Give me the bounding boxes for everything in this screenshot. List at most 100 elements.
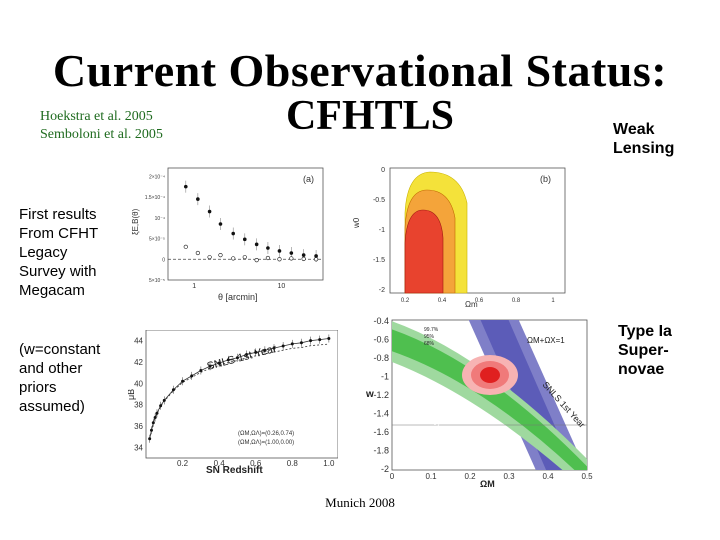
chart-c-point bbox=[245, 353, 249, 357]
chart-b-xlabel: Ωm bbox=[465, 300, 478, 308]
chart-d-y-tick-label: -1.2 bbox=[373, 390, 389, 400]
chart-c-point bbox=[151, 421, 155, 425]
chart-a-e-point bbox=[301, 253, 306, 257]
chart-b-x-ticks: 0.2 0.4 0.6 0.8 1 bbox=[401, 298, 556, 304]
chart-d-level-68: 68% bbox=[424, 341, 435, 347]
chart-a-e-point bbox=[314, 254, 318, 258]
chart-c-legend-1: (ΩM,ΩΛ)=(0.26,0.74) bbox=[238, 431, 294, 437]
chart-c-y-tick-label: 40 bbox=[134, 379, 143, 388]
chart-c-point bbox=[290, 342, 294, 346]
label-weak-lensing: Weak Lensing bbox=[613, 120, 674, 158]
left-text-line: Legacy bbox=[19, 244, 68, 261]
chart-d-x-tick-label: 0.1 bbox=[425, 472, 437, 481]
chart-c-point bbox=[217, 361, 221, 365]
chart-d-x-tick-label: 0 bbox=[390, 472, 395, 481]
chart-a-panel-label: (a) bbox=[303, 174, 314, 184]
chart-c-y-tick-label: 42 bbox=[134, 358, 143, 367]
chart-a-e-point bbox=[277, 249, 282, 253]
chart-c-y-tick-label: 44 bbox=[134, 337, 143, 346]
chart-d-y-ticks: -0.4 -0.6 -0.8 -1 -1.2 -1.4 -1.6 -1.8 -2 bbox=[373, 316, 389, 474]
chart-d-x-ticks: 0 0.1 0.2 0.3 0.4 0.5 bbox=[390, 472, 593, 481]
chart-c-ylabel: μB bbox=[128, 389, 136, 400]
chart-a-x-tick-label: 10 bbox=[278, 283, 286, 290]
chart-d-y-tick-label: -1.8 bbox=[373, 446, 389, 456]
chart-c-x-tick-label: 0.6 bbox=[250, 459, 262, 468]
chart-c-y-ticks: 34 36 38 40 42 44 bbox=[134, 337, 143, 453]
left-text-line: From CFHT bbox=[19, 225, 99, 242]
chart-d-x-tick-label: 0.3 bbox=[503, 472, 515, 481]
chart-c-point bbox=[299, 341, 303, 345]
chart-d-level-95: 95% bbox=[424, 334, 435, 340]
chart-omega-w0-contours: (b) 0 -0.5 -1 -1.5 -2 0.2 0.4 0.6 0.8 1 Ωm w0 bbox=[345, 158, 575, 308]
chart-b-y-tick-label: 0 bbox=[381, 167, 385, 174]
chart-a-b-point bbox=[242, 255, 247, 260]
chart-c-point bbox=[281, 344, 285, 348]
chart-a-x-ticks: 1 10 bbox=[192, 283, 285, 290]
chart-c-point bbox=[148, 437, 152, 441]
chart-a-e-point bbox=[183, 184, 188, 189]
chart-d-xlabel: ΩM bbox=[480, 479, 495, 489]
chart-c-point bbox=[181, 379, 185, 383]
chart-c-legend-2: (ΩM,ΩΛ)=(1.00,0.00) bbox=[238, 440, 294, 446]
chart-shear-correlation: (a) 5×10⁻⁵05×10⁻⁵10⁻⁴1.5×10⁻⁴2×10⁻⁴ 1 10 … bbox=[128, 160, 328, 305]
label-super: Super- bbox=[618, 342, 669, 359]
chart-c-point bbox=[318, 338, 322, 342]
left-text-block-1: First results From CFHT Legacy Survey wi… bbox=[19, 205, 129, 300]
chart-d-flat-label: ΩM+ΩX=1 bbox=[527, 336, 565, 345]
chart-d-x-tick-label: 0.2 bbox=[464, 472, 476, 481]
chart-a-y-tick-label: 0 bbox=[162, 257, 165, 263]
chart-a-b-point bbox=[231, 256, 236, 261]
chart-b-x-tick-label: 0.4 bbox=[438, 298, 447, 304]
left-text-line: (w=constant bbox=[19, 341, 101, 358]
chart-b-y-tick-label: -1 bbox=[379, 227, 385, 234]
title-line-2: CFHTLS bbox=[285, 93, 455, 139]
chart-a-e-point bbox=[207, 209, 212, 214]
chart-b-y-tick-label: -0.5 bbox=[373, 197, 385, 204]
chart-c-point bbox=[226, 358, 230, 362]
chart-a-b-point bbox=[183, 244, 188, 249]
chart-c-x-ticks: 0.2 0.4 0.6 0.8 1.0 bbox=[177, 459, 335, 468]
chart-b-panel-label: (b) bbox=[540, 174, 551, 184]
chart-a-e-point bbox=[266, 246, 270, 250]
chart-c-points bbox=[148, 334, 331, 443]
chart-a-y-ticks: 5×10⁻⁵ 0 5×10⁻⁵ 10⁻⁴ 1.5×10⁻⁴ 2×10⁻⁴ bbox=[145, 174, 165, 284]
chart-a-b-point bbox=[301, 256, 306, 261]
chart-c-y-tick-label: 34 bbox=[134, 443, 143, 452]
chart-d-ylabel: w bbox=[365, 389, 374, 400]
title-line-1: Current Observational Status: bbox=[52, 45, 668, 96]
chart-d-y-tick-label: -1.4 bbox=[373, 409, 389, 419]
chart-a-ylabel: ξE,B(θ) bbox=[131, 208, 140, 235]
citation-semboloni: Semboloni et al. 2005 bbox=[40, 127, 163, 142]
label-type-ia: Type Ia bbox=[618, 323, 672, 340]
chart-omegam-w-combined: -0.4 -0.6 -0.8 -1 -1.2 -1.4 -1.6 -1.8 -2 0 0.1 0.2… bbox=[362, 315, 597, 490]
chart-c-point bbox=[235, 356, 239, 360]
chart-d-y-tick-label: -2 bbox=[381, 464, 389, 474]
chart-a-b-point bbox=[195, 250, 200, 256]
chart-a-e-point bbox=[242, 237, 247, 242]
left-text-block-2: (w=constant and other priors assumed) bbox=[19, 340, 129, 416]
left-text-line: and other bbox=[19, 360, 83, 377]
chart-c-point bbox=[162, 398, 166, 402]
chart-b-x-tick-label: 1 bbox=[551, 298, 555, 304]
chart-a-x-tick-label: 1 bbox=[192, 283, 196, 290]
chart-a-b-point bbox=[313, 257, 319, 262]
chart-c-point bbox=[149, 428, 153, 432]
chart-a-b-point bbox=[289, 256, 294, 261]
label-lensing: Lensing bbox=[613, 140, 675, 157]
chart-d-y-tick-label: -0.6 bbox=[373, 335, 389, 345]
chart-a-y-tick-label: 1.5×10⁻⁴ bbox=[145, 195, 165, 201]
footer-text: Munich 2008 bbox=[325, 495, 395, 510]
chart-c-point bbox=[153, 415, 157, 419]
left-text-line: Survey with bbox=[19, 263, 97, 280]
chart-b-x-tick-label: 0.8 bbox=[512, 298, 521, 304]
left-text-line: priors bbox=[19, 379, 57, 396]
left-text-line: Megacam bbox=[19, 282, 85, 299]
chart-c-y-tick-label: 38 bbox=[134, 401, 143, 410]
label-novae: novae bbox=[618, 361, 665, 378]
chart-a-b-point bbox=[218, 253, 223, 258]
chart-d-y-tick-label: -0.8 bbox=[373, 353, 389, 363]
chart-c-point bbox=[254, 350, 258, 354]
chart-d-x-tick-label: 0.4 bbox=[542, 472, 554, 481]
chart-b-y-tick-label: -2 bbox=[379, 287, 385, 294]
